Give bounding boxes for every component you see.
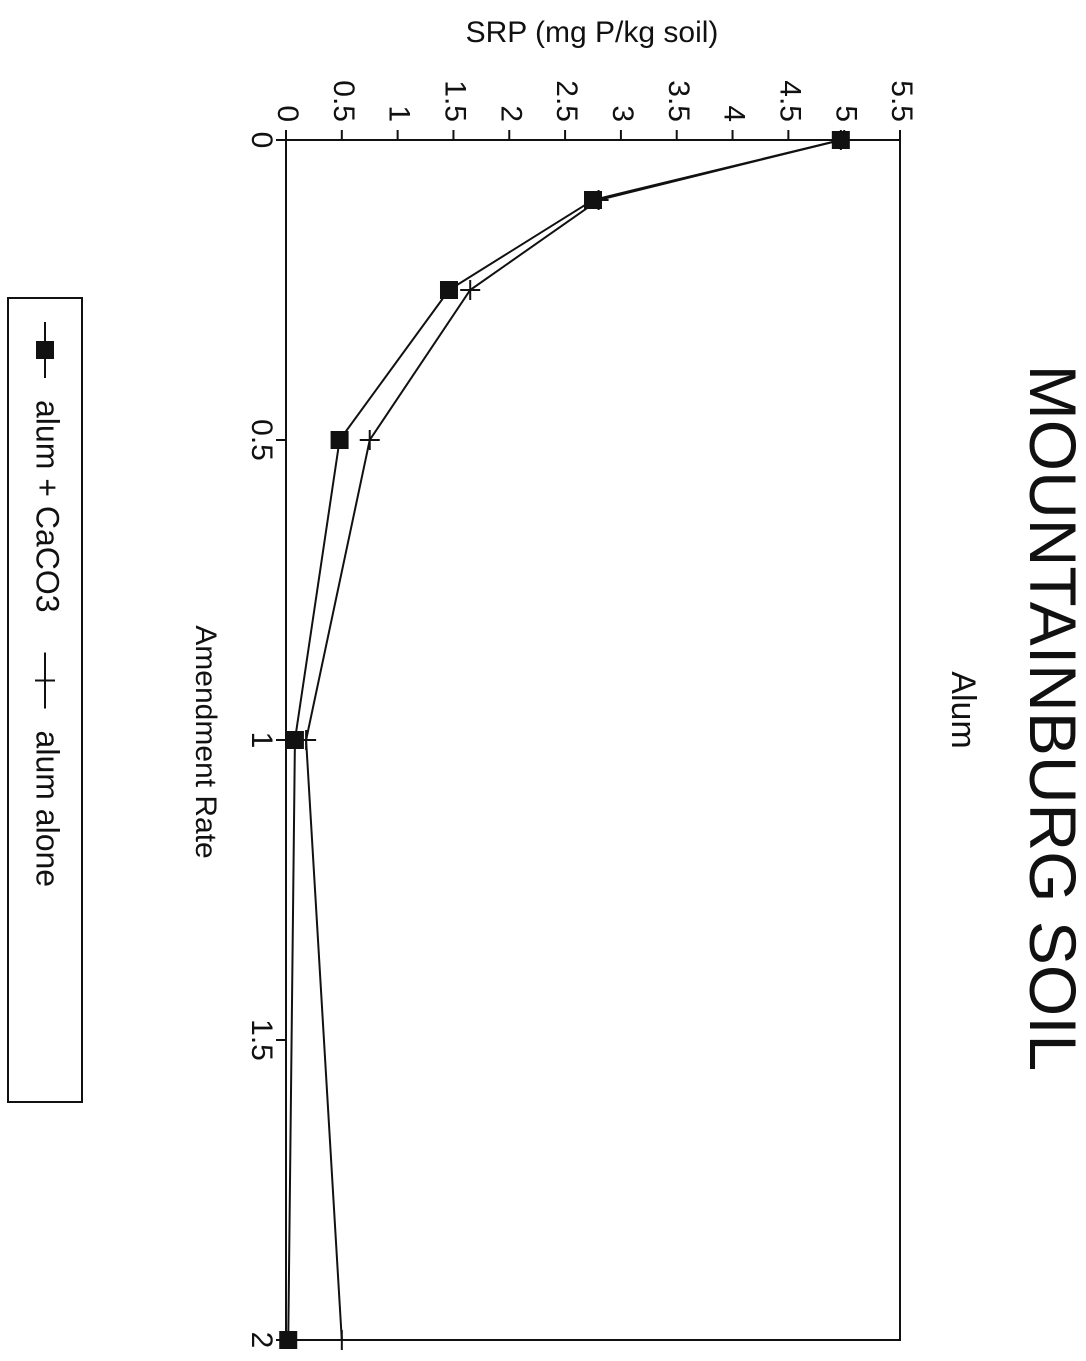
y-tick-label: 1 xyxy=(383,105,416,122)
data-point-alum-alone xyxy=(588,190,609,210)
legend-marker-alum-alone xyxy=(35,670,55,691)
y-tick-label: 3 xyxy=(606,105,639,122)
y-axis: 0 0.5 1 1.5 2 2.5 3 3.5 4 4.5 5 5.5 xyxy=(271,80,918,140)
y-tick-label: 4 xyxy=(718,105,751,122)
y-tick-label: 5.5 xyxy=(885,80,918,122)
chart-subtitle: Alum xyxy=(944,671,982,748)
data-point-alum-alone xyxy=(460,280,481,300)
legend: alum + CaCO3 alum alone xyxy=(7,297,83,1103)
data-point-alum-caco3 xyxy=(439,281,458,299)
data-point-alum-caco3 xyxy=(279,1331,298,1349)
series-layer xyxy=(279,130,851,1350)
data-point-alum-alone xyxy=(296,730,317,750)
plot-frame xyxy=(285,139,901,1341)
series-line-alum-caco3 xyxy=(287,139,842,1341)
y-tick-label: 2.5 xyxy=(550,80,583,122)
series-line-alum-alone xyxy=(305,139,842,1341)
y-tick-label: 2 xyxy=(494,105,527,122)
y-tick-label: 3.5 xyxy=(662,80,695,122)
chart-title: MOUNTAINBURG SOIL xyxy=(1016,365,1086,1072)
x-tick-label: 2 xyxy=(245,1332,278,1349)
y-tick-label: 5 xyxy=(829,105,862,122)
data-point-alum-alone xyxy=(359,430,380,450)
data-point-alum-alone xyxy=(331,1330,352,1350)
x-tick-label: 0 xyxy=(245,132,278,149)
y-tick-label: 0 xyxy=(271,105,304,122)
legend-label-alum-alone: alum alone xyxy=(30,731,66,888)
y-tick-label: 0.5 xyxy=(327,80,360,122)
x-tick-label: 1.5 xyxy=(245,1019,278,1061)
x-tick-label: 0.5 xyxy=(245,419,278,461)
x-axis-label: Amendment Rate xyxy=(189,625,222,858)
data-point-alum-alone xyxy=(830,130,851,150)
y-tick-label: 4.5 xyxy=(773,80,806,122)
y-tick-label: 1.5 xyxy=(439,80,472,122)
legend-label-alum-caco3: alum + CaCO3 xyxy=(30,400,66,613)
x-axis: 0 0.5 1 1.5 2 xyxy=(245,132,286,1349)
legend-marker-alum-caco3 xyxy=(36,341,54,359)
data-point-alum-caco3 xyxy=(330,431,349,449)
y-axis-label: SRP (mg P/kg soil) xyxy=(466,16,719,49)
x-tick-label: 1 xyxy=(245,732,278,749)
data-point-alum-caco3 xyxy=(285,731,304,749)
